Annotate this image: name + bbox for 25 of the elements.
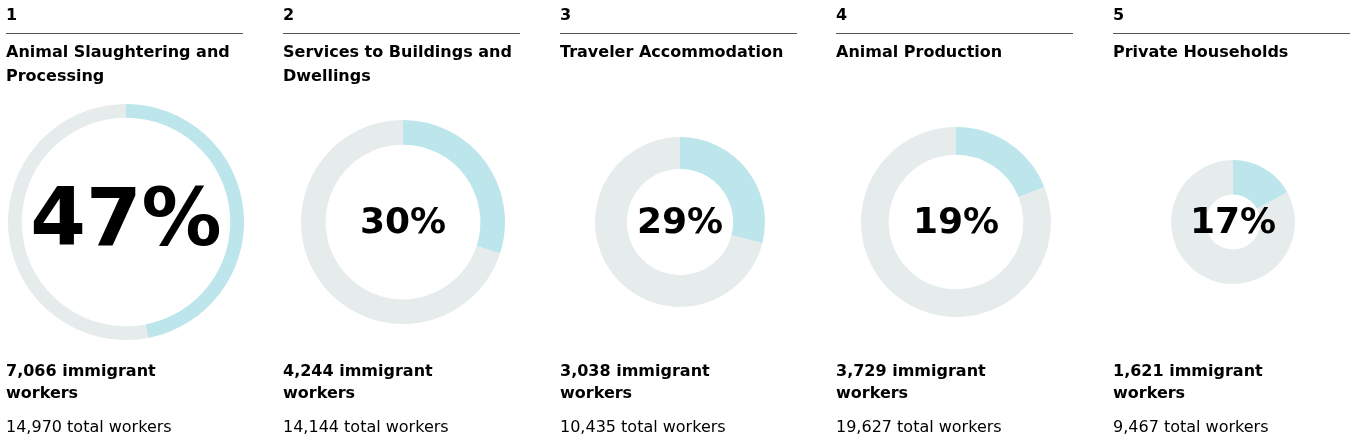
text: 4	[836, 5, 848, 24]
data-label: 19%	[912, 200, 1000, 242]
text: 7,066 immigrant workers	[6, 360, 157, 404]
text: 5	[1113, 5, 1125, 24]
text: 14,144 total workers	[283, 416, 450, 438]
chart-title: Services to Buildings and Dwellings	[283, 41, 513, 87]
text: 14,970 total workers	[6, 416, 173, 438]
data-label: 30%	[359, 200, 447, 242]
text: 3	[560, 5, 572, 24]
data-label: 47%	[30, 170, 222, 264]
text: 9,467 total workers	[1113, 416, 1270, 438]
text: 2	[283, 5, 295, 24]
chart-title: Traveler Accommodation	[560, 41, 785, 63]
text: 3,038 immigrant workers	[560, 360, 711, 404]
text: 1,621 immigrant workers	[1113, 360, 1264, 404]
text: 19,627 total workers	[836, 416, 1003, 438]
text: 4,244 immigrant workers	[283, 360, 434, 404]
text: 1	[6, 5, 18, 24]
text: 10,435 total workers	[560, 416, 727, 438]
chart-title: Private Households	[1113, 41, 1290, 63]
data-label: 29%	[636, 200, 724, 242]
data-label: 17%	[1189, 200, 1277, 242]
chart-title: Animal Production	[836, 41, 1004, 63]
text: 3,729 immigrant workers	[836, 360, 987, 404]
chart-title: Animal Slaughtering and Processing	[6, 41, 231, 87]
